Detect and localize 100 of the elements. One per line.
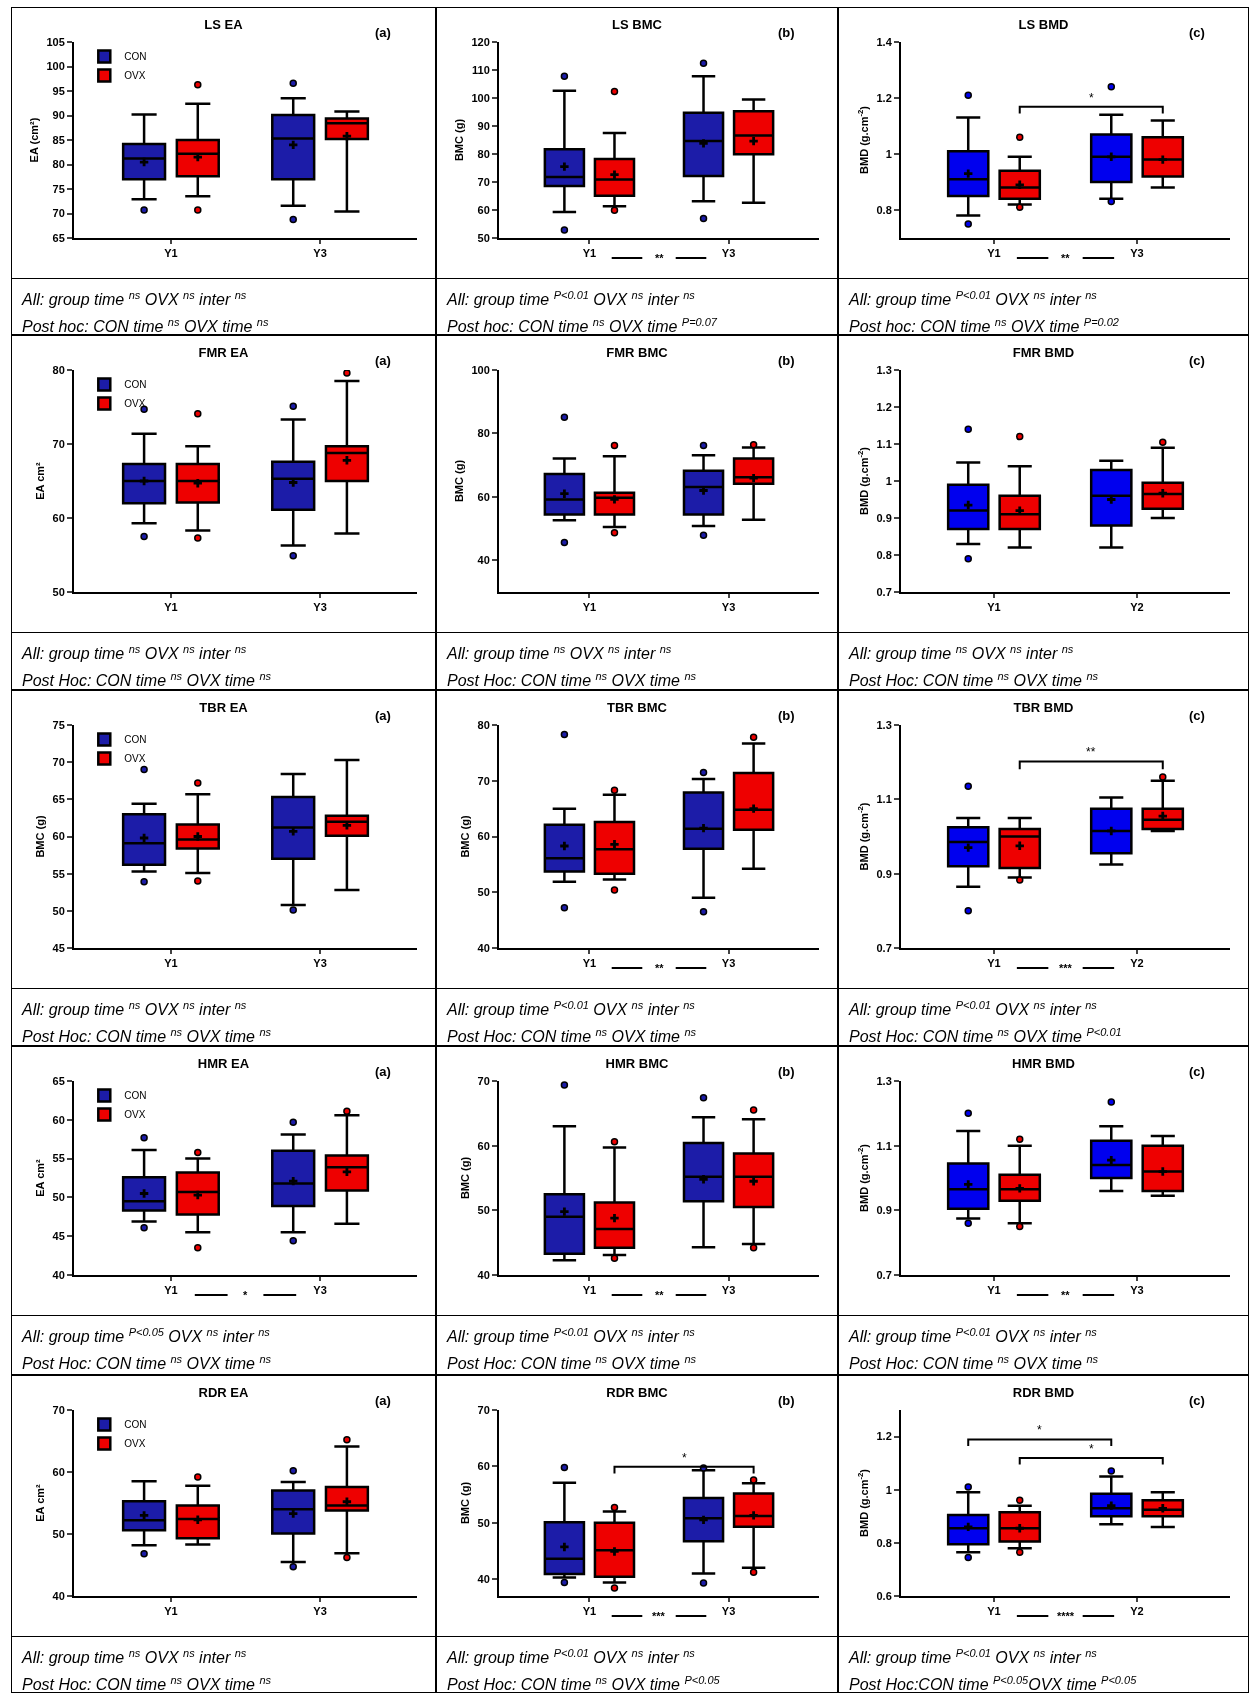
- legend-label: OVX: [124, 1438, 146, 1450]
- chart-title: LS BMC: [612, 17, 663, 33]
- text: All: group time $^{ns}$ OVX $^{ns}$ inter $^{ns}$: [22, 998, 248, 1021]
- y-tick-label: 40: [52, 1589, 65, 1602]
- annotation: *: [1037, 1423, 1042, 1437]
- text: Post Hoc: CON time $^{ns}$ OVX time $^{ns}$: [22, 669, 273, 692]
- y-tick-label: 50: [52, 585, 65, 598]
- y-tick-label: 70: [52, 756, 65, 769]
- y-tick-label: 60: [477, 830, 490, 843]
- legend-label: OVX: [124, 70, 146, 82]
- y-tick-label: 1.1: [876, 793, 892, 806]
- x-tick-label: Y1: [164, 957, 178, 970]
- text: All: group time $^{P<0.01}$ OVX $^{ns}$ inter $^{ns}$: [849, 1646, 1098, 1669]
- y-tick-label: 50: [52, 904, 65, 917]
- x-tick-label: Y3: [313, 1284, 327, 1297]
- y-tick-label: 120: [471, 35, 490, 48]
- text: All: group time $^{P<0.01}$ OVX $^{ns}$ inter $^{ns}$: [447, 288, 696, 311]
- text: Post Hoc: CON time $^{ns}$ OVX time $^{ns}$: [447, 1352, 698, 1375]
- chart-title: TBR BMC: [607, 700, 668, 716]
- x-tick-label: Y2: [1130, 1605, 1144, 1618]
- text: **: [655, 252, 665, 264]
- x-tick-label: Y3: [313, 247, 327, 260]
- chart-title: FMR BMC: [606, 345, 669, 361]
- text: Post Hoc: CON time $^{ns}$ OVX time $^{P<0.01}$: [849, 1025, 1123, 1048]
- x-tick-label: Y1: [582, 957, 597, 970]
- y-tick-label: 110: [472, 63, 490, 76]
- chart-subtitle: (c): [1189, 1064, 1205, 1079]
- chart-title: LS BMD: [1018, 17, 1069, 33]
- text: All: group time $^{ns}$ OVX $^{ns}$ inter $^{ns}$: [849, 642, 1075, 665]
- y-axis-title: EA cm²: [33, 1483, 46, 1522]
- chart-title: HMR EA: [197, 1056, 250, 1072]
- y-tick-label: 50: [52, 1191, 65, 1204]
- annotation: *: [1089, 1442, 1094, 1456]
- y-tick-label: 70: [477, 175, 490, 188]
- text: ****: [1057, 1610, 1075, 1622]
- chart-title: FMR BMD: [1012, 345, 1075, 361]
- y-tick-label: 70: [52, 1403, 65, 1416]
- y-tick-label: 40: [477, 941, 490, 954]
- y-tick-label: 60: [52, 1465, 65, 1478]
- y-tick-label: 70: [477, 1403, 490, 1416]
- chart-subtitle: (c): [1189, 708, 1205, 723]
- y-tick-label: 0.9: [876, 867, 892, 880]
- x-tick-label: Y3: [1130, 247, 1144, 260]
- x-tick-label: Y1: [987, 601, 1001, 614]
- x-tick-label: Y1: [987, 1605, 1001, 1618]
- y-tick-label: 100: [471, 363, 490, 376]
- text: Post Hoc:CON time $^{P<0.05}$OVX time $^{P<0.05}$: [849, 1673, 1138, 1693]
- text: ***: [1059, 962, 1073, 974]
- text: **: [1061, 252, 1071, 264]
- y-tick-label: 60: [477, 490, 490, 503]
- text: All: group time $^{P<0.01}$ OVX $^{ns}$ inter $^{ns}$: [849, 288, 1098, 311]
- y-tick-label: 60: [52, 830, 65, 843]
- text: All: group time $^{P<0.01}$ OVX $^{ns}$ inter $^{ns}$: [849, 998, 1098, 1021]
- y-tick-label: 65: [52, 231, 65, 244]
- text: Post hoc: CON time $^{ns}$ OVX time $^{P=0.02}$: [849, 315, 1120, 338]
- y-axis-title: EA (cm²): [27, 117, 40, 163]
- x-tick-label: Y1: [164, 601, 178, 614]
- y-tick-label: 80: [477, 718, 490, 731]
- y-tick-label: 1: [885, 1483, 892, 1496]
- y-axis-title: BMC (g): [458, 1481, 471, 1525]
- y-tick-label: 1.2: [876, 400, 892, 413]
- x-tick-label: Y3: [313, 601, 327, 614]
- y-tick-label: 45: [52, 941, 65, 954]
- legend-label: CON: [124, 51, 147, 63]
- y-tick-label: 0.7: [876, 1268, 892, 1281]
- y-tick-label: 0.9: [876, 511, 892, 524]
- x-tick-label: Y1: [164, 1605, 178, 1618]
- y-tick-label: 1.1: [876, 1139, 892, 1152]
- chart-title: LS EA: [204, 17, 244, 33]
- y-tick-label: 90: [477, 119, 490, 132]
- chart-title: RDR EA: [198, 1385, 250, 1401]
- x-tick-label: Y1: [164, 1284, 178, 1297]
- text: All: group time $^{ns}$ OVX $^{ns}$ inter $^{ns}$: [447, 642, 673, 665]
- chart-subtitle: (c): [1189, 1393, 1205, 1408]
- legend-label: OVX: [124, 753, 146, 765]
- chart-subtitle: (a): [375, 708, 391, 723]
- legend-label: OVX: [124, 1109, 146, 1121]
- y-tick-label: 80: [52, 158, 65, 171]
- text: All: group time $^{P<0.01}$ OVX $^{ns}$ inter $^{ns}$: [447, 998, 696, 1021]
- x-tick-label: Y3: [313, 1605, 327, 1618]
- y-tick-label: 1.3: [876, 363, 892, 376]
- chart-title: HMR BMC: [605, 1056, 670, 1072]
- chart-title: FMR EA: [198, 345, 250, 361]
- chart-title: TBR BMD: [1013, 700, 1074, 716]
- y-tick-label: 0.7: [876, 941, 892, 954]
- text: **: [655, 1289, 665, 1301]
- y-tick-label: 0.8: [876, 1536, 892, 1549]
- y-tick-label: 100: [471, 91, 490, 104]
- chart-title: TBR EA: [199, 700, 249, 716]
- y-tick-label: 100: [46, 60, 65, 73]
- y-tick-label: 1.4: [876, 35, 893, 48]
- y-tick-label: 50: [52, 1527, 65, 1540]
- y-tick-label: 60: [52, 511, 65, 524]
- chart-title: HMR BMD: [1012, 1056, 1075, 1072]
- x-tick-label: Y1: [582, 1284, 597, 1297]
- chart-title: RDR BMD: [1012, 1385, 1075, 1401]
- y-tick-label: 80: [477, 147, 490, 160]
- y-tick-label: 70: [52, 207, 65, 220]
- y-tick-label: 1.1: [876, 437, 892, 450]
- y-tick-label: 95: [52, 84, 65, 97]
